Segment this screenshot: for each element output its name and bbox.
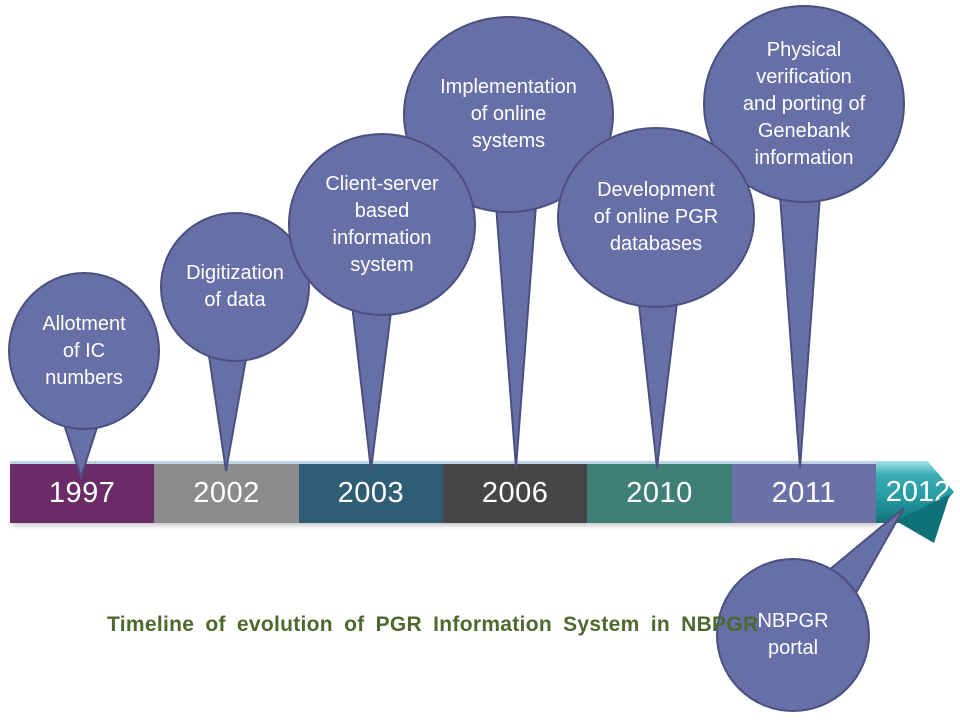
balloon-text-line: verification bbox=[756, 65, 852, 88]
timeline-bar: 1997 2002 2003 2006 2010 2011 bbox=[10, 461, 876, 523]
balloon-tail-2003 bbox=[349, 295, 395, 471]
balloon-text-line: of online bbox=[470, 103, 547, 125]
balloon-text-line: numbers bbox=[45, 366, 123, 389]
balloon-digitization-of-data: Digitization of data bbox=[160, 212, 310, 362]
balloon-text-line: Physical bbox=[766, 38, 842, 61]
balloon-text-line: of data bbox=[204, 289, 266, 311]
balloon-text-line: portal bbox=[767, 637, 819, 659]
balloon-text-line: systems bbox=[471, 130, 546, 152]
balloon-text-line: databases bbox=[609, 233, 703, 255]
timeline-arrow-2012: 2012 bbox=[876, 461, 954, 523]
timeline-segment-2011: 2011 bbox=[731, 464, 876, 523]
balloon-text-line: system bbox=[350, 253, 414, 276]
timeline-segment-2003: 2003 bbox=[298, 464, 443, 523]
balloon-client-server-based-information-system: Client-server based information system bbox=[288, 133, 476, 316]
balloon-text-line: of IC bbox=[62, 339, 106, 362]
balloon-development-of-online-pgr-databases: Development of online PGR databases bbox=[557, 127, 755, 308]
balloon-tail-2006 bbox=[493, 191, 539, 469]
balloon-text-line: information bbox=[332, 226, 432, 249]
balloon-text-line: of online PGR bbox=[593, 206, 719, 228]
balloon-text-line: Implementation bbox=[440, 76, 577, 98]
balloon-text-line: Genebank bbox=[757, 119, 851, 142]
timeline-segment-2002: 2002 bbox=[154, 464, 299, 523]
balloon-text-line: Development bbox=[597, 179, 715, 201]
balloon-tail-2010 bbox=[635, 285, 681, 469]
balloon-text-line: Client-server bbox=[325, 172, 439, 195]
balloon-text-line: NBPGR bbox=[757, 610, 829, 632]
balloon-text-line: information bbox=[754, 146, 854, 169]
balloon-text-line: Digitization bbox=[186, 262, 284, 284]
balloon-text-line: and porting of bbox=[742, 92, 866, 115]
timeline-segment-2006: 2006 bbox=[442, 464, 588, 523]
balloon-tail-2011 bbox=[777, 181, 823, 469]
caption: Timeline of evolution of PGR Information… bbox=[107, 613, 759, 636]
timeline-segment-2010: 2010 bbox=[587, 464, 732, 523]
balloon-text-line: based bbox=[354, 199, 410, 222]
balloon-text-line: Allotment bbox=[42, 312, 126, 335]
balloon-allotment-of-ic-numbers: Allotment of IC numbers bbox=[8, 272, 160, 430]
timeline-segment-1997: 1997 bbox=[10, 464, 155, 523]
